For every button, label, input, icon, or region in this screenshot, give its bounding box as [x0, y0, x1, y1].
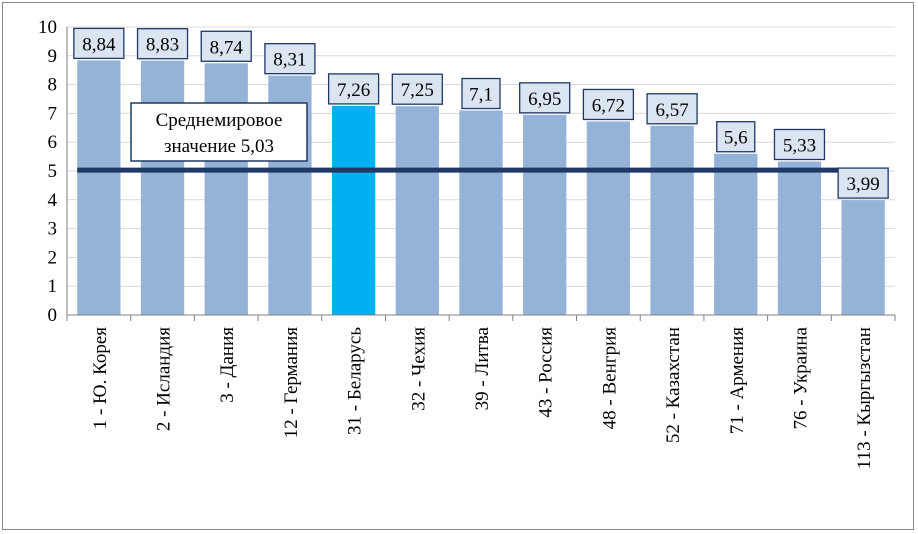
- bar: [204, 63, 248, 316]
- data-label-box: [73, 27, 125, 60]
- bar: [331, 105, 376, 315]
- y-tick-label: 2: [48, 247, 58, 268]
- data-label-box: [264, 43, 316, 75]
- bar: [714, 153, 758, 315]
- category-label: 3 - Дания: [217, 327, 238, 403]
- reference-annotation-box: [130, 102, 308, 162]
- y-tick-label: 6: [48, 132, 58, 153]
- bar: [586, 121, 631, 316]
- reference-annotation-line2: значение 5,03: [164, 136, 274, 157]
- y-tick-label: 4: [48, 190, 58, 211]
- category-label: 113 - Кыргызстан: [854, 327, 875, 469]
- data-labels: 8,84 8,83 8,74 8,31 7,26 7,25 7,1 6,95 6,72 6,57 5…: [73, 27, 889, 199]
- y-tick-label: 1: [48, 276, 58, 297]
- category-label: 52 - Казахстан: [663, 327, 684, 443]
- data-label-box: [461, 77, 501, 110]
- data-label: 6,95: [528, 89, 561, 110]
- category-label: 76 - Украина: [790, 326, 811, 429]
- bar: [395, 106, 439, 315]
- data-label: 7,26: [337, 80, 370, 101]
- y-axis-ticks: 0 1 2 3 4 5 6 7 8 9 10: [38, 17, 58, 326]
- bars: [77, 60, 885, 316]
- y-tick-label: 0: [48, 305, 58, 326]
- category-label: 12 - Германия: [281, 327, 302, 439]
- bar: [841, 200, 885, 315]
- data-label: 6,57: [655, 100, 688, 121]
- data-label: 3,99: [847, 174, 880, 195]
- data-label: 5,33: [783, 135, 816, 156]
- y-tick-label: 5: [48, 161, 58, 182]
- y-tick-label: 7: [48, 103, 58, 124]
- data-label-box: [716, 121, 756, 153]
- data-label-box: [391, 73, 443, 105]
- reference-annotation: Среднемировое значение 5,03: [130, 102, 308, 162]
- data-label-box: [327, 73, 380, 105]
- reference-annotation-line1: Среднемировое: [156, 110, 283, 131]
- data-label: 5,6: [724, 128, 748, 149]
- data-label-box: [519, 82, 571, 114]
- category-label: 32 - Чехия: [408, 327, 429, 411]
- bar: [140, 60, 185, 315]
- y-tick-label: 10: [38, 17, 57, 38]
- data-label: 6,72: [592, 95, 625, 116]
- category-label: 43 - Россия: [536, 327, 557, 418]
- data-label-box: [200, 30, 252, 62]
- data-label-box: [136, 28, 189, 60]
- data-label: 8,31: [273, 50, 306, 71]
- bar-chart: 0 1 2 3 4 5 6 7 8 9 10 8,84 8,83 8,74 8,31 7,26 7,25 7,1…: [38, 17, 896, 469]
- data-label-box: [646, 93, 698, 125]
- y-tick-label: 3: [48, 219, 58, 240]
- y-tick-label: 8: [48, 75, 58, 96]
- data-label-box: [582, 88, 635, 121]
- data-label: 8,83: [146, 35, 179, 56]
- category-label: 71 - Армения: [727, 327, 748, 435]
- category-label: 39 - Литва: [472, 326, 493, 410]
- bar: [459, 110, 503, 316]
- data-label: 7,25: [401, 80, 434, 101]
- bar: [77, 60, 121, 315]
- bar: [777, 161, 822, 315]
- y-tick-label: 9: [48, 46, 58, 67]
- category-label: 31 - Беларусь: [345, 327, 366, 435]
- data-label: 7,1: [469, 85, 493, 106]
- category-labels: 1 - Ю. Корея 2 - Исландия 3 - Дания 12 - Ге…: [90, 326, 875, 469]
- axes: [66, 27, 896, 321]
- bar: [650, 125, 694, 315]
- data-label: 8,84: [82, 34, 116, 55]
- bar: [523, 114, 567, 315]
- data-label-box: [773, 128, 826, 161]
- category-label: 48 - Венгрия: [599, 327, 620, 430]
- category-label: 2 - Исландия: [154, 327, 175, 431]
- data-label-box: [837, 167, 889, 199]
- data-label: 8,74: [210, 37, 244, 58]
- category-label: 1 - Ю. Корея: [90, 327, 111, 430]
